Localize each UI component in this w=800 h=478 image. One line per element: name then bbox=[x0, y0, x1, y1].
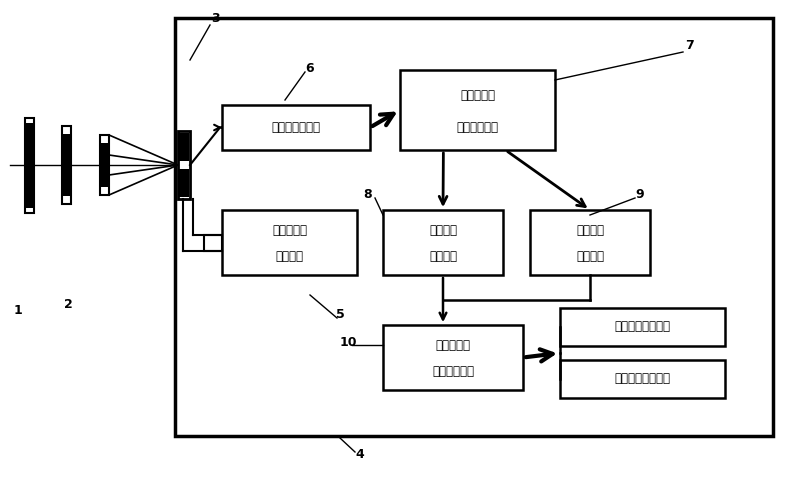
Bar bbox=[530, 210, 650, 275]
Text: 1: 1 bbox=[14, 304, 22, 316]
Bar bbox=[26, 122, 33, 207]
Text: 强度图像: 强度图像 bbox=[429, 224, 457, 237]
Text: 距高图像: 距高图像 bbox=[576, 224, 604, 237]
Bar bbox=[179, 169, 189, 197]
Bar bbox=[560, 360, 725, 398]
Bar bbox=[25, 118, 34, 213]
Bar bbox=[178, 131, 190, 199]
Text: 强度信息输出接口: 强度信息输出接口 bbox=[614, 321, 670, 334]
Text: 2: 2 bbox=[64, 298, 72, 312]
Text: 3: 3 bbox=[210, 11, 219, 24]
Bar bbox=[179, 133, 189, 161]
Text: 红外传感器: 红外传感器 bbox=[272, 224, 307, 237]
Bar bbox=[222, 210, 357, 275]
Text: 图像分离和: 图像分离和 bbox=[460, 89, 495, 102]
Text: 计算模块: 计算模块 bbox=[576, 250, 604, 263]
Bar bbox=[222, 105, 370, 150]
Text: 4: 4 bbox=[356, 448, 364, 461]
Bar bbox=[400, 70, 555, 150]
Text: 9: 9 bbox=[636, 188, 644, 202]
Text: 图像预处理模块: 图像预处理模块 bbox=[271, 121, 321, 134]
Text: 8: 8 bbox=[364, 188, 372, 202]
Text: 6: 6 bbox=[306, 62, 314, 75]
Text: 输出控制模块: 输出控制模块 bbox=[432, 365, 474, 378]
Text: 驱动模块: 驱动模块 bbox=[275, 250, 303, 263]
Bar bbox=[63, 134, 70, 196]
Bar bbox=[175, 18, 773, 436]
Text: 距高信息输出接口: 距高信息输出接口 bbox=[614, 372, 670, 385]
Text: 复原模块: 复原模块 bbox=[429, 250, 457, 263]
Text: 信息重组和: 信息重组和 bbox=[435, 339, 470, 352]
Text: 5: 5 bbox=[336, 308, 344, 322]
Bar bbox=[383, 210, 503, 275]
Bar bbox=[62, 126, 71, 204]
Bar bbox=[560, 308, 725, 346]
Bar bbox=[100, 135, 109, 195]
Bar bbox=[101, 143, 108, 187]
Bar bbox=[383, 325, 523, 390]
Text: 7: 7 bbox=[686, 39, 694, 52]
Text: 10: 10 bbox=[339, 336, 357, 348]
Bar bbox=[204, 235, 222, 250]
Text: 频谱分析模块: 频谱分析模块 bbox=[457, 121, 498, 134]
